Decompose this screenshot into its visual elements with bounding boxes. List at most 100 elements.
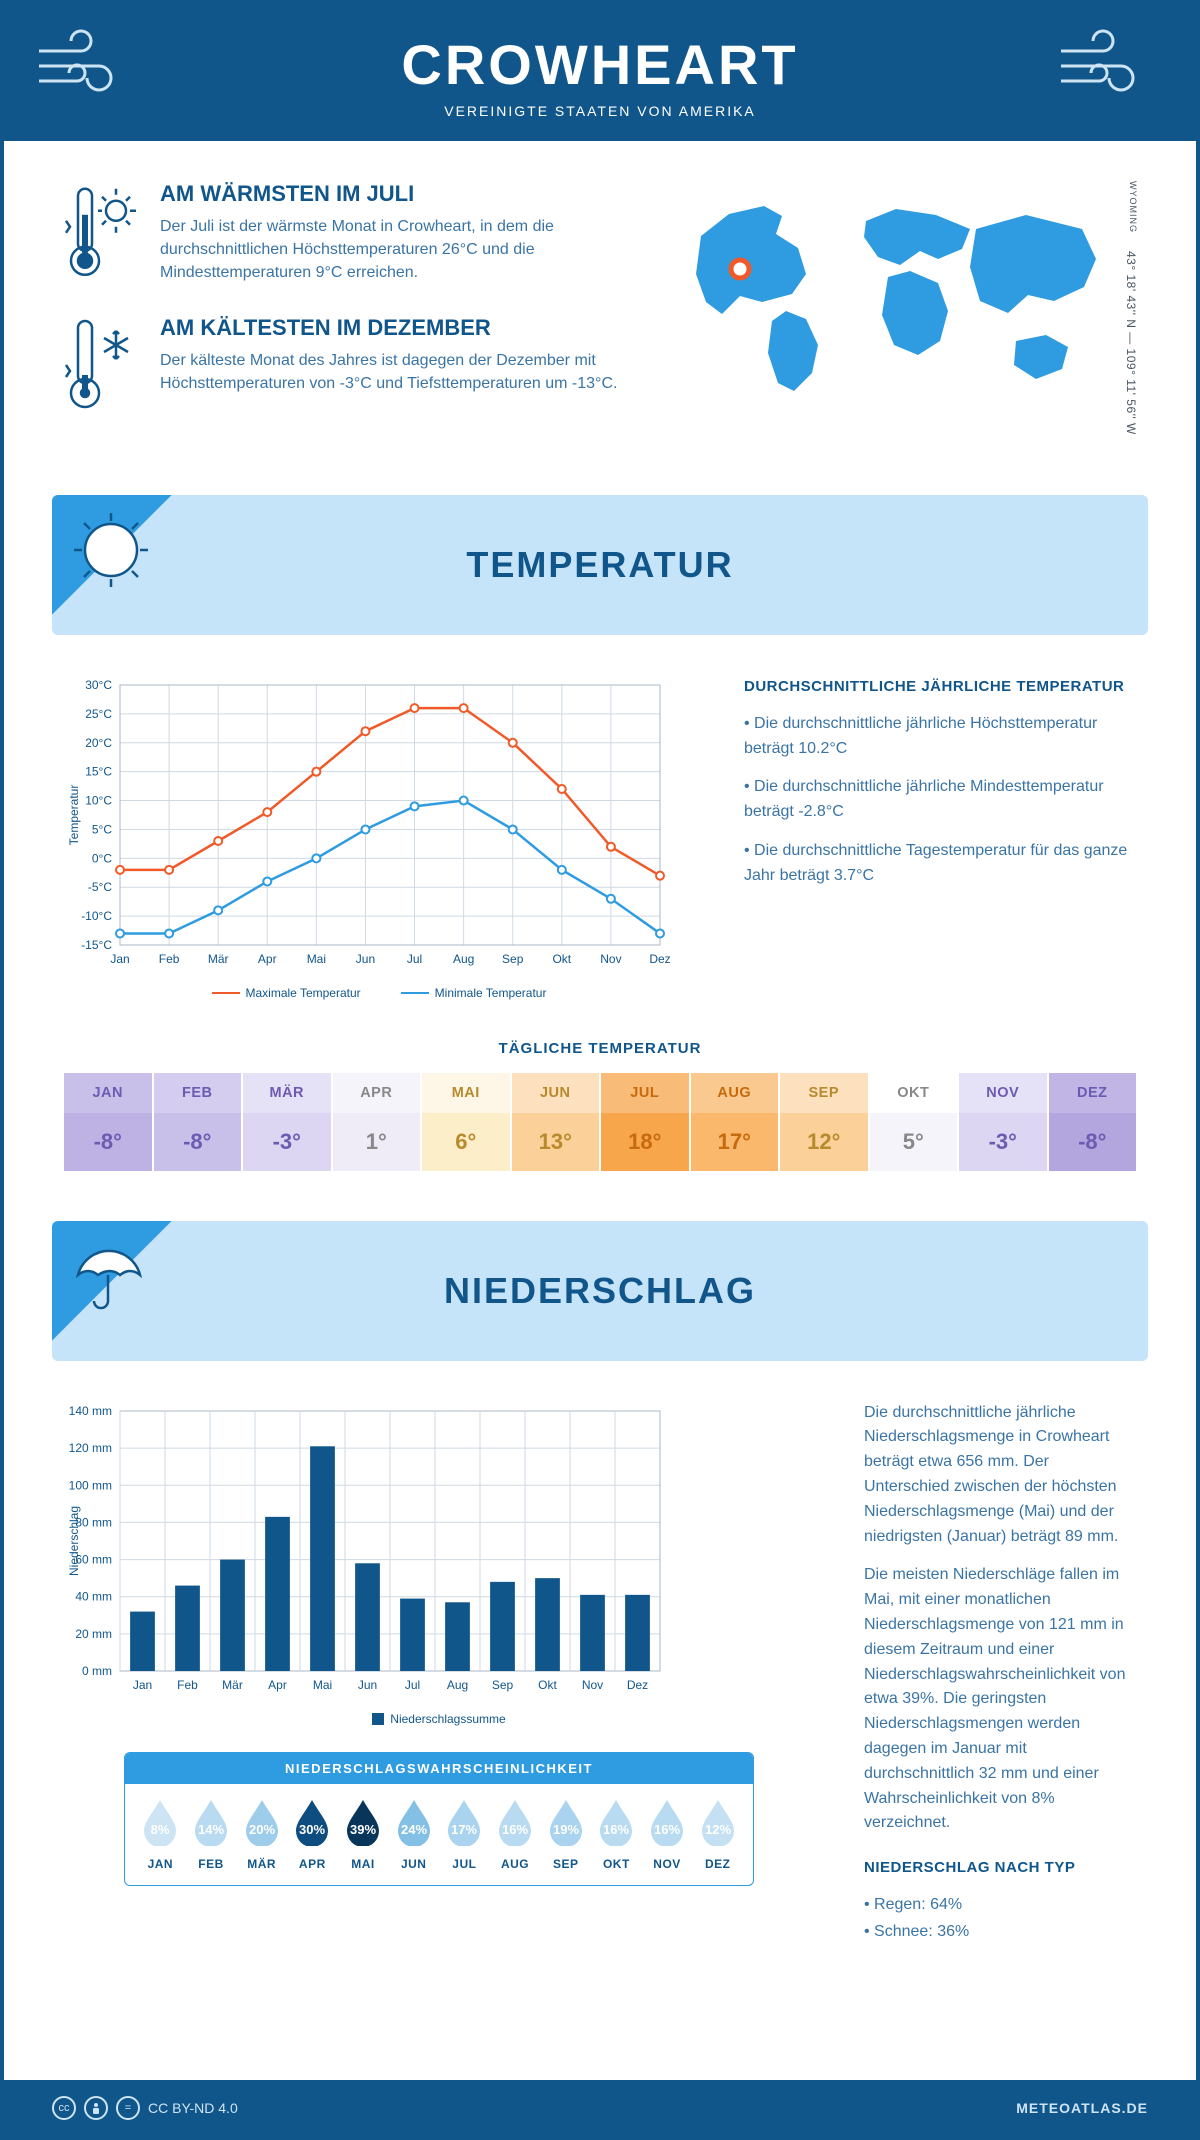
temp-side-l3: • Die durchschnittliche Tagestemperatur … [744,839,1136,889]
fact-cold-title: AM KÄLTESTEN IM DEZEMBER [160,315,636,341]
wind-icon [34,26,144,106]
svg-text:Okt: Okt [538,1678,557,1692]
section-title: TEMPERATUR [466,544,733,586]
prob-item: 30% APR [287,1798,338,1871]
svg-text:Sep: Sep [502,952,524,966]
svg-text:Mär: Mär [208,952,229,966]
svg-text:0°C: 0°C [92,851,112,865]
svg-text:Jan: Jan [110,952,129,966]
daily-col: SEP12° [780,1073,870,1171]
daily-col: JUN13° [512,1073,602,1171]
svg-text:16%: 16% [654,1822,680,1837]
daily-col: JUL18° [601,1073,691,1171]
prob-item: 16% NOV [642,1798,693,1871]
svg-text:16%: 16% [502,1822,528,1837]
svg-text:30%: 30% [299,1822,325,1837]
svg-text:Jul: Jul [405,1678,420,1692]
daily-col: JAN-8° [64,1073,154,1171]
svg-text:Okt: Okt [552,952,571,966]
svg-text:-5°C: -5°C [88,880,112,894]
section-title: NIEDERSCHLAG [444,1270,756,1312]
nd-icon: = [116,2096,140,2120]
daily-col: APR1° [333,1073,423,1171]
prob-item: 19% SEP [540,1798,591,1871]
sun-icon [66,505,156,595]
svg-text:Aug: Aug [453,952,474,966]
svg-text:0 mm: 0 mm [82,1664,112,1678]
svg-text:15°C: 15°C [85,764,112,778]
prob-item: 17% JUL [439,1798,490,1871]
daily-col: MÄR-3° [243,1073,333,1171]
svg-text:100 mm: 100 mm [69,1478,112,1492]
temperature-line-chart: -15°C-10°C-5°C0°C5°C10°C15°C20°C25°C30°C… [64,675,694,975]
svg-text:Mai: Mai [307,952,326,966]
svg-text:24%: 24% [401,1822,427,1837]
svg-text:40 mm: 40 mm [75,1589,112,1603]
svg-text:Mai: Mai [313,1678,332,1692]
svg-text:39%: 39% [350,1822,376,1837]
precip-type-l2: • Schnee: 36% [864,1920,1136,1945]
svg-text:20 mm: 20 mm [75,1626,112,1640]
region-label: WYOMING [1128,181,1138,233]
brand: METEOATLAS.DE [1016,2100,1148,2116]
daily-col: MAI6° [422,1073,512,1171]
svg-text:20°C: 20°C [85,735,112,749]
precip-probability-panel: NIEDERSCHLAGSWAHRSCHEINLICHKEIT 8% JAN 1… [124,1752,754,1886]
daily-col: OKT5° [870,1073,960,1171]
precip-type-l1: • Regen: 64% [864,1893,1136,1918]
svg-text:Niederschlag: Niederschlag [67,1506,81,1576]
svg-text:25°C: 25°C [85,706,112,720]
svg-text:Sep: Sep [492,1678,514,1692]
prob-item: 8% JAN [135,1798,186,1871]
precipitation-bar-chart: 0 mm20 mm40 mm60 mm80 mm100 mm120 mm140 … [64,1401,694,1701]
title: CROWHEART [4,32,1196,97]
svg-text:14%: 14% [198,1822,224,1837]
temp-side-heading: DURCHSCHNITTLICHE JÄHRLICHE TEMPERATUR [744,675,1136,698]
svg-text:Apr: Apr [268,1678,287,1692]
svg-text:12%: 12% [705,1822,731,1837]
svg-text:-10°C: -10°C [81,909,112,923]
subtitle: VEREINIGTE STAATEN VON AMERIKA [4,103,1196,119]
wind-icon [1056,26,1166,106]
svg-text:20%: 20% [249,1822,275,1837]
header-banner: CROWHEART VEREINIGTE STAATEN VON AMERIKA [4,4,1196,141]
svg-text:Dez: Dez [627,1678,648,1692]
world-map: WYOMING 43° 18' 43'' N — 109° 11' 56'' W [676,181,1136,445]
svg-text:Jun: Jun [358,1678,377,1692]
precip-chart-legend: Niederschlagssumme [64,1712,814,1726]
prob-title: NIEDERSCHLAGSWAHRSCHEINLICHKEIT [125,1753,753,1784]
daily-temp-grid: JAN-8°FEB-8°MÄR-3°APR1°MAI6°JUN13°JUL18°… [64,1073,1136,1171]
temp-side-l2: • Die durchschnittliche jährliche Mindes… [744,775,1136,825]
daily-col: FEB-8° [154,1073,244,1171]
temp-side-l1: • Die durchschnittliche jährliche Höchst… [744,712,1136,762]
precip-p2: Die meisten Niederschläge fallen im Mai,… [864,1563,1136,1836]
section-precipitation: NIEDERSCHLAG [52,1221,1148,1361]
cc-icon: cc [52,2096,76,2120]
svg-text:16%: 16% [603,1822,629,1837]
svg-text:120 mm: 120 mm [69,1441,112,1455]
thermometer-snow-icon [64,315,136,415]
section-temperature: TEMPERATUR [52,495,1148,635]
prob-item: 14% FEB [186,1798,237,1871]
precip-p1: Die durchschnittliche jährliche Niedersc… [864,1401,1136,1550]
svg-text:-15°C: -15°C [81,938,112,952]
daily-temp-title: TÄGLICHE TEMPERATUR [4,1040,1196,1057]
prob-item: 16% OKT [591,1798,642,1871]
prob-item: 16% AUG [490,1798,541,1871]
prob-item: 39% MAI [338,1798,389,1871]
umbrella-icon [66,1231,150,1315]
svg-text:Nov: Nov [582,1678,603,1692]
svg-text:Mär: Mär [222,1678,243,1692]
daily-col: NOV-3° [959,1073,1049,1171]
fact-warm-title: AM WÄRMSTEN IM JULI [160,181,636,207]
svg-text:Jul: Jul [407,952,422,966]
fact-warm-body: Der Juli ist der wärmste Monat in Crowhe… [160,215,636,285]
infographic-wrap: CROWHEART VEREINIGTE STAATEN VON AMERIKA [0,0,1200,2140]
svg-text:5°C: 5°C [92,822,112,836]
svg-text:Apr: Apr [258,952,277,966]
thermometer-sun-icon [64,181,136,285]
svg-text:Feb: Feb [177,1678,198,1692]
prob-item: 12% DEZ [692,1798,743,1871]
daily-col: DEZ-8° [1049,1073,1137,1171]
svg-text:30°C: 30°C [85,678,112,692]
